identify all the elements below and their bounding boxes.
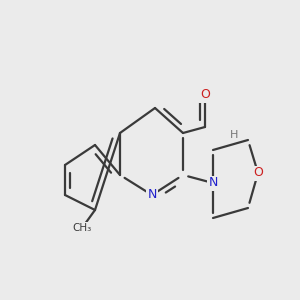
Text: CH₃: CH₃ <box>72 223 92 233</box>
Text: H: H <box>230 130 238 140</box>
Text: N: N <box>208 176 218 190</box>
Text: O: O <box>253 167 263 179</box>
Text: N: N <box>147 188 157 202</box>
Text: O: O <box>200 88 210 101</box>
